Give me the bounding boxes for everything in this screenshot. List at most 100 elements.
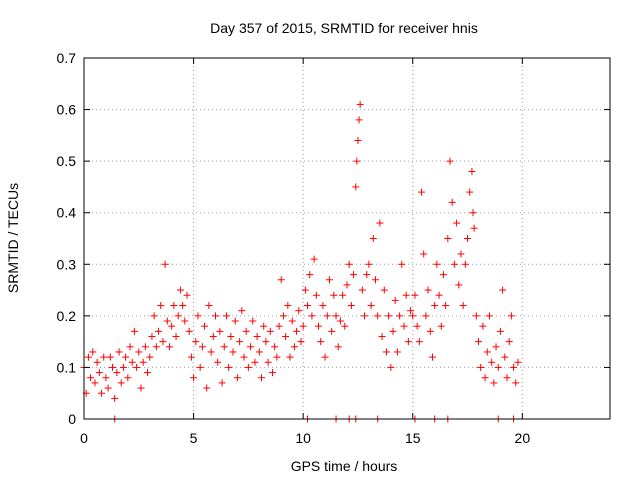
data-point (317, 338, 325, 346)
y-tick-label: 0.5 (57, 153, 77, 169)
data-point (374, 312, 382, 320)
data-point (468, 167, 476, 175)
data-point (490, 379, 498, 387)
data-point (282, 332, 290, 340)
data-point (113, 369, 121, 377)
data-point (155, 327, 163, 335)
grid-lines (84, 58, 610, 419)
data-point (453, 219, 461, 227)
data-point (146, 353, 154, 361)
data-point (139, 358, 147, 366)
data-point (376, 219, 384, 227)
data-point (475, 338, 482, 346)
data-point (209, 332, 217, 340)
data-point (89, 348, 97, 356)
data-point (426, 327, 434, 335)
data-point (308, 312, 316, 320)
y-tick-labels: 0 0.1 0.2 0.3 0.4 0.5 0.6 0.7 (57, 50, 77, 427)
data-point (312, 291, 320, 299)
data-point (111, 394, 119, 402)
data-point (469, 209, 477, 217)
data-point (496, 327, 504, 335)
data-point (91, 379, 99, 387)
data-point (439, 271, 447, 279)
data-point (507, 312, 515, 320)
data-point (477, 363, 485, 371)
data-point (494, 363, 502, 371)
data-point (350, 271, 358, 279)
data-point (273, 353, 281, 361)
data-point (435, 291, 443, 299)
data-point (225, 363, 233, 371)
data-point (363, 271, 371, 279)
data-point (192, 338, 200, 346)
data-point (442, 302, 450, 310)
data-point (152, 343, 160, 351)
data-point (284, 302, 292, 310)
data-point (133, 363, 141, 371)
data-point (353, 157, 361, 165)
data-point (253, 332, 261, 340)
data-point (472, 312, 480, 320)
data-point (330, 291, 338, 299)
data-point (457, 250, 465, 258)
data-point (163, 317, 171, 325)
data-point (128, 358, 136, 366)
data-point (93, 358, 101, 366)
data-point (288, 317, 296, 325)
x-tick-label: 10 (295, 430, 311, 446)
data-point (168, 322, 176, 330)
data-point (275, 322, 283, 330)
data-point (404, 338, 412, 346)
data-point (222, 312, 230, 320)
data-point (144, 369, 152, 377)
x-tick-label: 0 (80, 430, 88, 446)
data-point (255, 348, 263, 356)
data-point (358, 286, 366, 294)
data-point (411, 291, 419, 299)
data-point (122, 353, 130, 361)
data-point (183, 291, 191, 299)
data-point (279, 312, 287, 320)
data-point (181, 317, 189, 325)
data-point (424, 286, 432, 294)
data-point (378, 332, 386, 340)
data-point (415, 338, 423, 346)
data-point (268, 369, 276, 377)
data-point (172, 332, 180, 340)
data-point (258, 374, 266, 382)
data-point (382, 348, 390, 356)
data-point (124, 374, 132, 382)
data-point (179, 302, 187, 310)
data-point (185, 327, 193, 335)
data-point (159, 338, 167, 346)
data-point (205, 302, 213, 310)
data-point (251, 358, 259, 366)
data-point (356, 100, 364, 108)
data-point (361, 312, 369, 320)
y-tick-label: 0.2 (57, 308, 77, 324)
data-point (119, 363, 127, 371)
data-point (135, 348, 143, 356)
data-point (450, 260, 458, 268)
data-point (247, 343, 255, 351)
y-axis-label: SRMTID / TECUs (5, 183, 21, 293)
data-point (336, 317, 344, 325)
data-point (332, 312, 340, 320)
x-tick-labels: 0 5 10 15 20 (80, 430, 530, 446)
data-point (201, 322, 209, 330)
data-point (108, 363, 116, 371)
data-point (174, 312, 182, 320)
data-point (470, 224, 478, 232)
data-point (212, 312, 219, 320)
data-point (106, 353, 114, 361)
y-tick-label: 0.6 (57, 102, 77, 118)
data-point (499, 286, 507, 294)
data-point (396, 312, 404, 320)
data-point (207, 348, 215, 356)
data-point (391, 296, 399, 304)
data-point (448, 198, 456, 206)
data-point (299, 322, 307, 330)
data-point (262, 338, 270, 346)
data-point (117, 379, 125, 387)
